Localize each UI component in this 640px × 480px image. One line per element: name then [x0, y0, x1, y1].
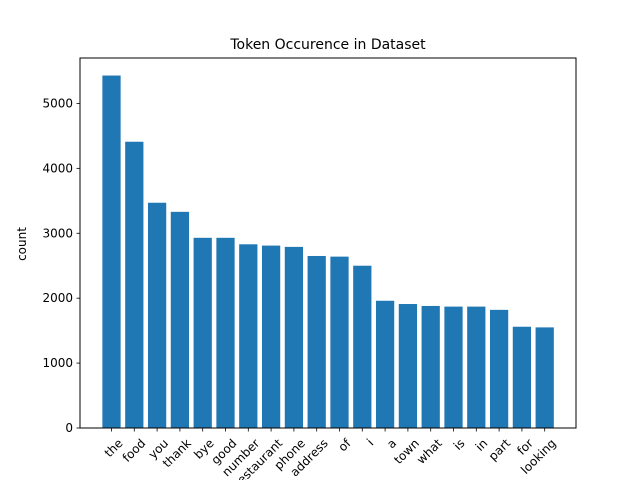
- bar-address: [307, 255, 326, 428]
- bar-i: [353, 265, 372, 428]
- bar-restaurant: [261, 245, 281, 428]
- y-tick-label: 0: [65, 421, 73, 435]
- x-tick-label: what: [414, 436, 445, 467]
- bar-looking: [535, 327, 554, 428]
- x-tick-label: of: [335, 436, 354, 455]
- x-ticks-group: thefoodyouthankbyegoodnumberrestaurantph…: [102, 428, 559, 480]
- y-tick-label: 3000: [42, 226, 73, 240]
- x-tick-label: a: [384, 436, 399, 451]
- bar-is: [444, 306, 463, 428]
- y-tick-label: 2000: [42, 291, 73, 305]
- x-tick-label: part: [486, 436, 514, 464]
- x-tick-label: is: [451, 436, 468, 453]
- bar-in: [467, 306, 486, 428]
- x-tick-label: food: [120, 436, 149, 465]
- bar-the: [102, 75, 121, 428]
- y-tick-label: 1000: [42, 356, 73, 370]
- bar-part: [489, 309, 509, 428]
- plot-frame: [79, 57, 577, 429]
- x-tick-label: town: [391, 436, 422, 467]
- y-tick-label: 5000: [42, 96, 73, 110]
- bar-good: [216, 237, 235, 428]
- bar-for: [512, 326, 532, 428]
- bar-town: [398, 304, 418, 428]
- chart-title: Token Occurence in Dataset: [229, 37, 426, 53]
- bar-food: [125, 141, 144, 429]
- y-tick-label: 4000: [42, 161, 73, 175]
- bar-a: [375, 300, 395, 428]
- bar-of: [330, 256, 349, 428]
- y-axis-label: count: [15, 227, 29, 261]
- bar-thank: [170, 211, 190, 428]
- bar-bye: [193, 237, 212, 428]
- bars-group: [102, 75, 554, 429]
- y-ticks-group: 0 1000 2000 3000 4000 5000: [42, 96, 80, 435]
- bar-you: [147, 202, 167, 428]
- bar-number: [239, 244, 258, 428]
- bar-phone: [284, 246, 304, 428]
- x-tick-label: i: [364, 436, 376, 448]
- bar-what: [421, 305, 440, 428]
